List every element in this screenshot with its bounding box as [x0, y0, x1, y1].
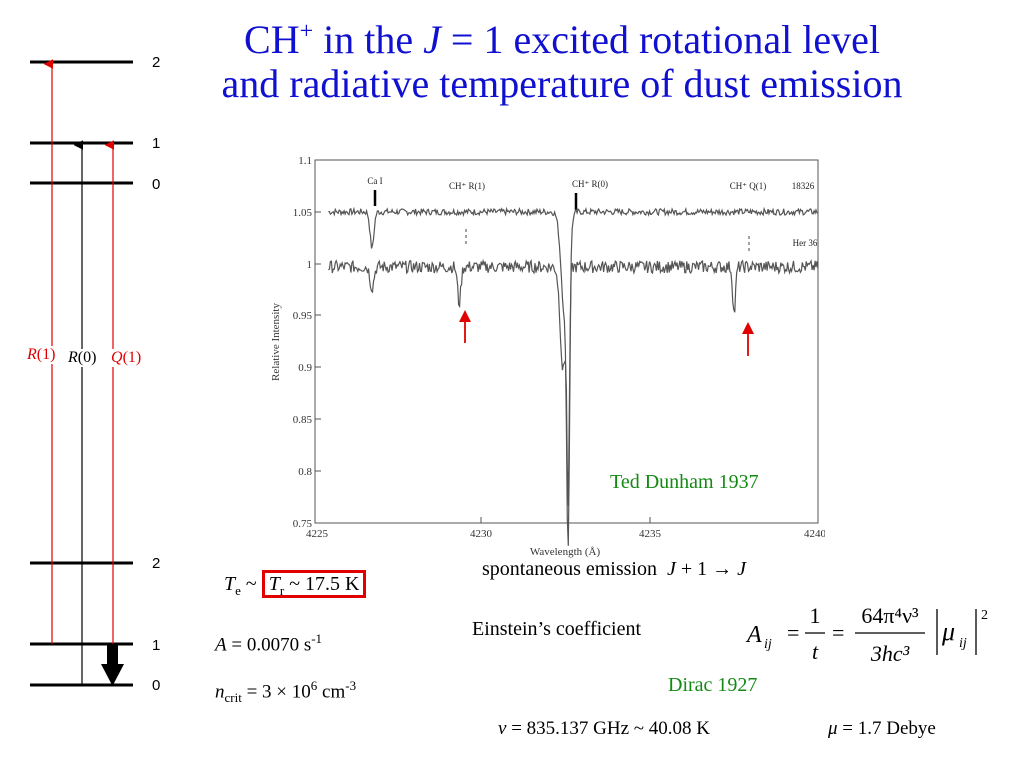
r0-label: R(0)	[68, 349, 97, 367]
slide-title: CH+ in the J = 1 excited rotational leve…	[0, 10, 1024, 106]
svg-text:2: 2	[981, 608, 988, 623]
y-axis-label: Relative Intensity	[270, 303, 282, 381]
spontaneous-emission: spontaneous emission J + 1 → J	[482, 558, 747, 580]
x-ticks	[314, 517, 819, 523]
r1-red-arrow	[459, 310, 471, 343]
upper-level-label-0: 0	[152, 176, 161, 193]
critical-density: ncrit = 3 × 106 cm-3	[215, 678, 357, 706]
spectrum-trace-18326	[328, 206, 819, 546]
svg-text:A: A	[745, 622, 762, 648]
emission-arrow-head	[101, 664, 124, 686]
title-line-2: and radiative temperature of dust emissi…	[221, 61, 903, 107]
svg-text:=: =	[832, 620, 844, 645]
einstein-formula: A ij = 1 t = 64π⁴ν³ 3hc³ μ ij 2	[745, 603, 988, 666]
svg-text:t: t	[812, 639, 819, 664]
einstein-a-value: A = 0.0070 s-1	[215, 631, 323, 656]
star1-annotation: 18326	[792, 181, 815, 191]
x-axis-label: Wavelength (Å)	[530, 546, 601, 558]
temperature-relation: Te ~ Tr ~ 17.5 K	[224, 570, 367, 599]
y-ticks	[315, 159, 321, 524]
x-tick-label: 4240	[804, 528, 825, 540]
q1-annotation: CH⁺ Q(1)	[730, 181, 767, 191]
title-line-1: CH+ in the J = 1 excited rotational leve…	[244, 17, 880, 63]
plot-frame	[314, 159, 819, 524]
upper-level-label-1: 1	[152, 135, 161, 152]
einstein-label: Einstein’s coefficient	[472, 618, 642, 640]
transition-frequency: ν = 835.137 GHz ~ 40.08 K	[498, 718, 711, 739]
r1-annotation: CH⁺ R(1)	[449, 181, 485, 191]
lower-level-label-0: 0	[152, 677, 161, 694]
emission-arrow-shaft	[107, 644, 118, 666]
radiative-temperature-box: Tr ~ 17.5 K	[261, 570, 367, 598]
svg-text:=: =	[787, 620, 799, 645]
dunham-credit: Ted Dunham 1937	[610, 471, 759, 493]
x-tick-label: 4225	[306, 528, 329, 540]
x-tick-label: 4230	[470, 528, 493, 540]
y-tick-label: 1.1	[298, 155, 312, 167]
q1-red-arrow	[742, 322, 754, 356]
svg-text:3hc³: 3hc³	[870, 641, 910, 666]
dipole-moment: μ = 1.7 Debye	[828, 718, 936, 739]
y-tick-label: 0.8	[298, 466, 312, 478]
y-tick-label: 0.85	[293, 414, 313, 426]
r1-label: R(1)	[27, 346, 56, 364]
q1-label: Q(1)	[111, 349, 142, 367]
lower-level-label-2: 2	[152, 555, 161, 572]
svg-text:μ: μ	[941, 617, 955, 646]
dirac-credit: Dirac 1927	[668, 674, 758, 696]
upper-level-label-2: 2	[152, 54, 161, 71]
y-tick-label: 0.75	[293, 518, 313, 530]
ch-plus-spectrum-plot: 1.1 1.05 1 0.95 0.9 0.85 0.8 0.75 4225 4…	[270, 155, 825, 558]
svg-text:ij: ij	[959, 636, 967, 651]
r0-annotation: CH⁺ R(0)	[572, 179, 608, 189]
cai-annotation: Ca I	[367, 176, 382, 186]
y-tick-label: 0.9	[298, 362, 312, 374]
svg-text:1: 1	[810, 603, 821, 628]
spectrum-trace-her36	[328, 258, 819, 507]
svg-text:ij: ij	[764, 637, 772, 652]
x-tick-label: 4235	[639, 528, 662, 540]
svg-text:64π⁴ν³: 64π⁴ν³	[861, 603, 919, 628]
lower-level-label-1: 1	[152, 637, 161, 654]
y-tick-label: 1	[307, 259, 313, 271]
y-tick-label: 1.05	[293, 207, 313, 219]
y-tick-label: 0.95	[293, 310, 313, 322]
star2-annotation: Her 36	[793, 238, 818, 248]
